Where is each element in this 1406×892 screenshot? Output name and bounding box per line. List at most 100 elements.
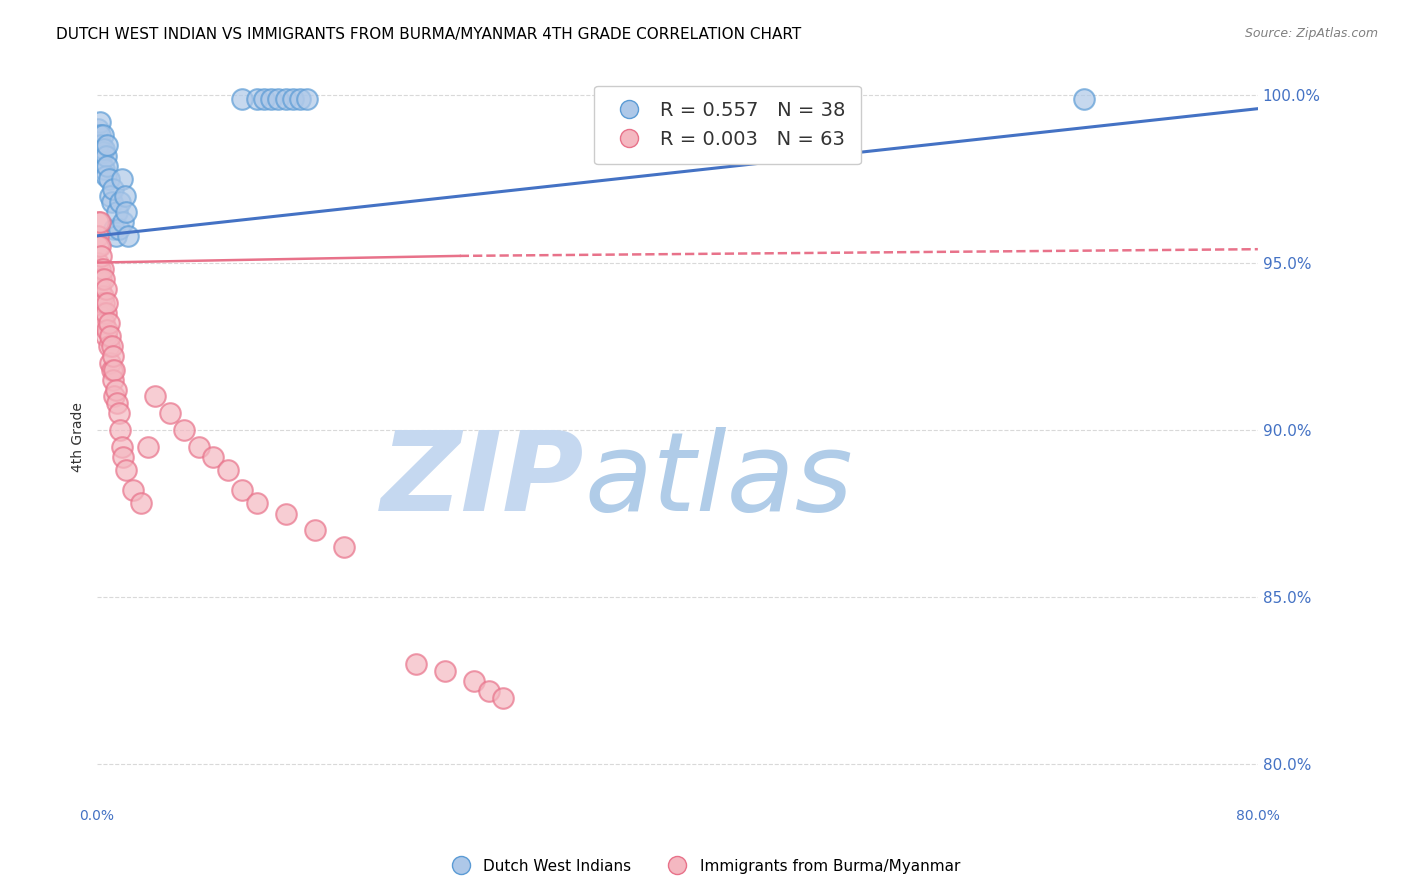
Point <box>87 121 110 136</box>
Point <box>103 389 125 403</box>
Point <box>129 496 152 510</box>
Point <box>96 295 118 310</box>
Point <box>100 339 122 353</box>
Text: Source: ZipAtlas.com: Source: ZipAtlas.com <box>1244 27 1378 40</box>
Point <box>115 205 138 219</box>
Point <box>281 92 304 106</box>
Point <box>173 423 195 437</box>
Point <box>143 389 166 403</box>
Point <box>89 215 111 229</box>
Point <box>89 239 111 253</box>
Point <box>231 483 253 497</box>
Point <box>94 148 117 162</box>
Point <box>114 188 136 202</box>
Text: ZIP: ZIP <box>381 427 585 534</box>
Legend: R = 0.557   N = 38, R = 0.003   N = 63: R = 0.557 N = 38, R = 0.003 N = 63 <box>595 86 862 164</box>
Point <box>93 142 115 156</box>
Point <box>231 92 253 106</box>
Point <box>122 483 145 497</box>
Point <box>434 664 457 678</box>
Point <box>111 440 134 454</box>
Point <box>105 205 128 219</box>
Point <box>96 159 118 173</box>
Point <box>90 316 112 330</box>
Point <box>89 115 111 129</box>
Point <box>159 406 181 420</box>
Point <box>93 161 115 176</box>
Point <box>1073 92 1095 106</box>
Point <box>97 339 120 353</box>
Point <box>100 195 122 210</box>
Point <box>90 249 112 263</box>
Point <box>290 92 312 106</box>
Point <box>274 92 297 106</box>
Point <box>87 228 110 243</box>
Point <box>91 128 114 143</box>
Point <box>93 316 115 330</box>
Point <box>112 215 135 229</box>
Point <box>246 496 269 510</box>
Point <box>105 396 128 410</box>
Y-axis label: 4th Grade: 4th Grade <box>72 401 86 472</box>
Point <box>90 272 112 286</box>
Point <box>96 322 118 336</box>
Point <box>202 450 225 464</box>
Point <box>101 349 124 363</box>
Point <box>332 540 354 554</box>
Point <box>274 507 297 521</box>
Point <box>98 329 121 343</box>
Text: DUTCH WEST INDIAN VS IMMIGRANTS FROM BURMA/MYANMAR 4TH GRADE CORRELATION CHART: DUTCH WEST INDIAN VS IMMIGRANTS FROM BUR… <box>56 27 801 42</box>
Point <box>87 138 110 153</box>
Point <box>87 239 110 253</box>
Point <box>112 450 135 464</box>
Point <box>108 406 131 420</box>
Point <box>100 362 122 376</box>
Point <box>94 329 117 343</box>
Point <box>94 169 117 183</box>
Point <box>463 673 485 688</box>
Point <box>260 92 283 106</box>
Point <box>101 373 124 387</box>
Point <box>91 145 114 160</box>
Point <box>91 306 114 320</box>
Point <box>91 289 114 303</box>
Legend: Dutch West Indians, Immigrants from Burma/Myanmar: Dutch West Indians, Immigrants from Burm… <box>439 853 967 880</box>
Point <box>96 138 118 153</box>
Point <box>93 295 115 310</box>
Point <box>91 262 114 277</box>
Point <box>104 383 127 397</box>
Point <box>87 215 110 229</box>
Point <box>111 172 134 186</box>
Point <box>90 155 112 169</box>
Point <box>104 228 127 243</box>
Point <box>94 306 117 320</box>
Point <box>217 463 239 477</box>
Point <box>98 188 121 202</box>
Point <box>267 92 290 106</box>
Point <box>115 463 138 477</box>
Point <box>478 684 501 698</box>
Point <box>110 195 132 210</box>
Point <box>93 272 115 286</box>
Point <box>253 92 276 106</box>
Text: atlas: atlas <box>585 427 853 534</box>
Point <box>405 657 427 671</box>
Point <box>101 182 124 196</box>
Point <box>297 92 319 106</box>
Point <box>87 255 110 269</box>
Point <box>103 362 125 376</box>
Point <box>89 282 111 296</box>
Point <box>90 295 112 310</box>
Point <box>304 523 326 537</box>
Point <box>246 92 269 106</box>
Point <box>97 172 120 186</box>
Point <box>117 228 139 243</box>
Point <box>187 440 209 454</box>
Point <box>87 272 110 286</box>
Point <box>89 262 111 277</box>
Point <box>87 306 110 320</box>
Point <box>108 222 131 236</box>
Point <box>89 128 111 143</box>
Point <box>98 356 121 370</box>
Point <box>89 295 111 310</box>
